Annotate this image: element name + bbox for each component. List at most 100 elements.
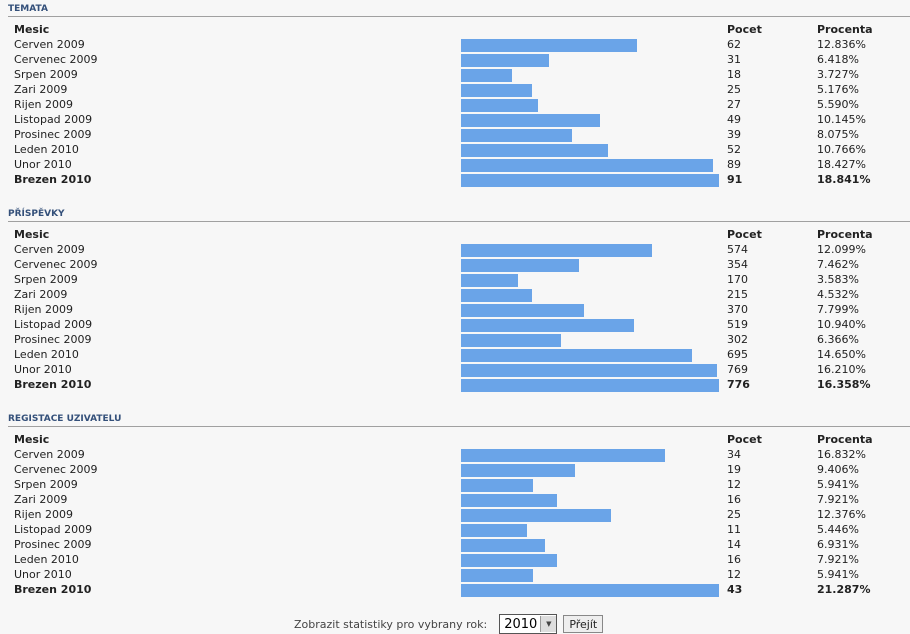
stats-section: REGISTACE UZIVATELU Mesic Pocet Procenta… — [8, 410, 910, 597]
count-cell: 215 — [727, 288, 748, 301]
count-cell: 31 — [727, 53, 741, 66]
percent-cell: 4.532% — [817, 288, 859, 301]
count-cell: 25 — [727, 83, 741, 96]
count-cell: 370 — [727, 303, 748, 316]
count-cell: 62 — [727, 38, 741, 51]
table-row: Rijen 2009 25 12.376% — [12, 507, 907, 522]
table-row: Zari 2009 215 4.532% — [12, 287, 907, 302]
count-bar — [461, 318, 634, 332]
count-cell: 170 — [727, 273, 748, 286]
percent-cell: 5.941% — [817, 568, 859, 581]
count-bar — [461, 463, 575, 477]
percent-cell: 5.941% — [817, 478, 859, 491]
percent-cell: 3.583% — [817, 273, 859, 286]
table-row: Brezen 2010 91 18.841% — [12, 172, 907, 187]
count-bar — [461, 158, 713, 172]
header-month: Mesic — [14, 433, 50, 446]
table-header: Mesic Pocet Procenta — [12, 22, 907, 37]
month-cell: Cerven 2009 — [14, 448, 85, 461]
count-bar — [461, 363, 717, 377]
table-row: Leden 2010 52 10.766% — [12, 142, 907, 157]
table-row: Zari 2009 16 7.921% — [12, 492, 907, 507]
month-cell: Zari 2009 — [14, 288, 68, 301]
percent-cell: 10.766% — [817, 143, 866, 156]
table-row: Unor 2010 12 5.941% — [12, 567, 907, 582]
month-cell: Srpen 2009 — [14, 68, 78, 81]
month-cell: Rijen 2009 — [14, 98, 73, 111]
count-bar — [461, 553, 557, 567]
count-bar — [461, 448, 665, 462]
month-cell: Brezen 2010 — [14, 173, 92, 186]
count-bar — [461, 568, 533, 582]
count-cell: 695 — [727, 348, 748, 361]
percent-cell: 10.940% — [817, 318, 866, 331]
count-cell: 14 — [727, 538, 741, 551]
header-percent: Procenta — [817, 23, 873, 36]
year-selector-form: Zobrazit statistiky pro vybrany rok: 201… — [294, 614, 604, 634]
count-bar — [461, 128, 572, 142]
month-cell: Listopad 2009 — [14, 113, 93, 126]
month-cell: Rijen 2009 — [14, 303, 73, 316]
percent-cell: 16.832% — [817, 448, 866, 461]
chevron-down-icon[interactable]: ▼ — [540, 616, 557, 632]
percent-cell: 21.287% — [817, 583, 871, 596]
month-cell: Cerven 2009 — [14, 38, 85, 51]
section-title: PŘÍSPĚVKY — [8, 208, 910, 222]
count-cell: 49 — [727, 113, 741, 126]
month-cell: Leden 2010 — [14, 348, 79, 361]
month-cell: Listopad 2009 — [14, 318, 93, 331]
month-cell: Brezen 2010 — [14, 583, 92, 596]
count-bar — [461, 98, 538, 112]
table-row: Prosinec 2009 14 6.931% — [12, 537, 907, 552]
month-cell: Zari 2009 — [14, 83, 68, 96]
percent-cell: 12.376% — [817, 508, 866, 521]
count-bar — [461, 378, 719, 392]
percent-cell: 7.799% — [817, 303, 859, 316]
percent-cell: 18.427% — [817, 158, 866, 171]
percent-cell: 12.099% — [817, 243, 866, 256]
count-cell: 39 — [727, 128, 741, 141]
count-cell: 19 — [727, 463, 741, 476]
table-row: Leden 2010 16 7.921% — [12, 552, 907, 567]
go-button[interactable]: Přejít — [563, 615, 604, 633]
count-bar — [461, 113, 600, 127]
year-select[interactable]: 2010 ▼ — [499, 614, 558, 634]
table-row: Listopad 2009 11 5.446% — [12, 522, 907, 537]
count-cell: 12 — [727, 568, 741, 581]
count-cell: 34 — [727, 448, 741, 461]
table-row: Srpen 2009 18 3.727% — [12, 67, 907, 82]
month-cell: Cervenec 2009 — [14, 463, 98, 476]
table-row: Cerven 2009 574 12.099% — [12, 242, 907, 257]
percent-cell: 3.727% — [817, 68, 859, 81]
count-bar — [461, 478, 533, 492]
percent-cell: 6.418% — [817, 53, 859, 66]
header-count: Pocet — [727, 228, 762, 241]
table-header: Mesic Pocet Procenta — [12, 227, 907, 242]
table-row: Listopad 2009 519 10.940% — [12, 317, 907, 332]
percent-cell: 5.446% — [817, 523, 859, 536]
percent-cell: 7.921% — [817, 553, 859, 566]
count-cell: 16 — [727, 493, 741, 506]
table-row: Brezen 2010 43 21.287% — [12, 582, 907, 597]
table-row: Prosinec 2009 39 8.075% — [12, 127, 907, 142]
month-cell: Rijen 2009 — [14, 508, 73, 521]
table-row: Rijen 2009 370 7.799% — [12, 302, 907, 317]
table-row: Cervenec 2009 31 6.418% — [12, 52, 907, 67]
month-cell: Cervenec 2009 — [14, 258, 98, 271]
count-bar — [461, 583, 719, 597]
count-cell: 574 — [727, 243, 748, 256]
table-row: Srpen 2009 170 3.583% — [12, 272, 907, 287]
header-month: Mesic — [14, 228, 50, 241]
count-bar — [461, 333, 561, 347]
table-row: Brezen 2010 776 16.358% — [12, 377, 907, 392]
header-bar — [461, 22, 727, 37]
percent-cell: 16.358% — [817, 378, 871, 391]
count-cell: 27 — [727, 98, 741, 111]
count-cell: 519 — [727, 318, 748, 331]
month-cell: Cerven 2009 — [14, 243, 85, 256]
month-cell: Prosinec 2009 — [14, 538, 92, 551]
table-row: Listopad 2009 49 10.145% — [12, 112, 907, 127]
count-cell: 302 — [727, 333, 748, 346]
count-bar — [461, 68, 512, 82]
stats-table: Mesic Pocet Procenta Cerven 2009 62 12.8… — [12, 22, 907, 187]
